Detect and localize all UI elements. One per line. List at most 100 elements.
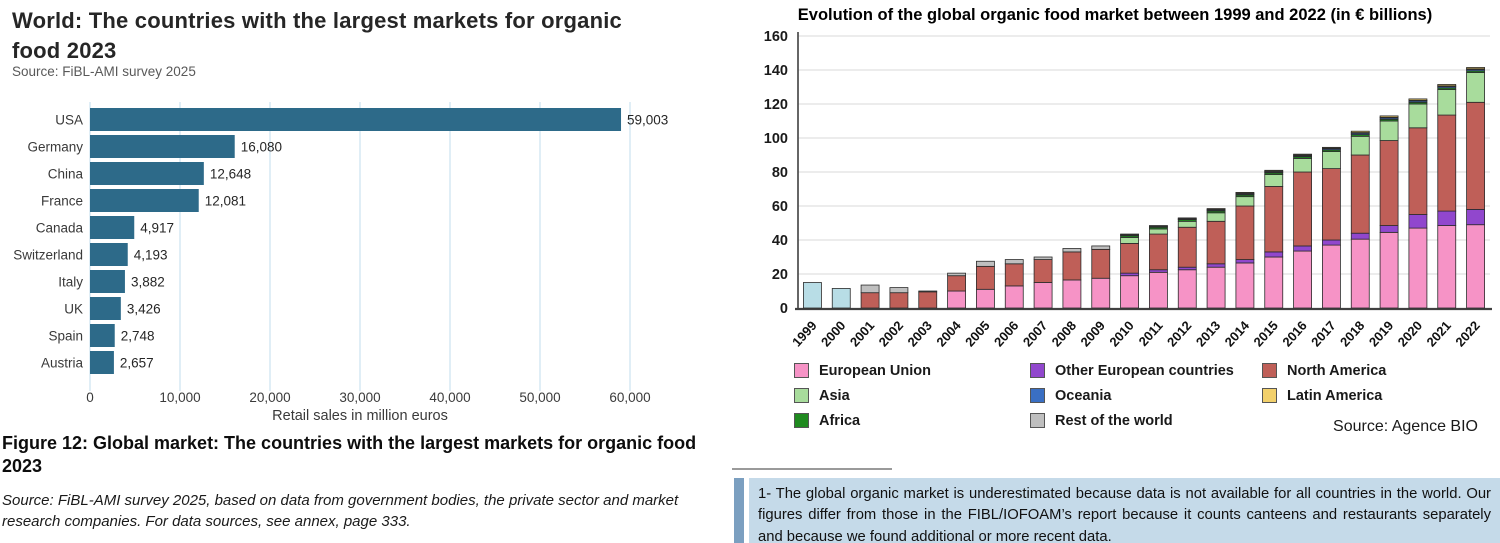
segment-2004: [947, 290, 966, 309]
value-label: 2,657: [120, 356, 154, 371]
x-tick-label: 1999: [789, 318, 819, 350]
left-chart-source: Source: FiBL-AMI survey 2025: [12, 64, 196, 79]
value-label: 4,193: [134, 248, 168, 263]
x-tick-label: 2012: [1164, 318, 1194, 350]
segment-2014: [1235, 196, 1255, 207]
y-tick-label: 20: [772, 267, 788, 283]
value-label: 12,081: [205, 194, 246, 209]
value-label: 3,882: [131, 275, 165, 290]
value-label: 16,080: [241, 140, 282, 155]
legend-label: European Union: [819, 362, 931, 379]
x-tick-label: 2020: [1395, 318, 1425, 350]
figure-caption: Figure 12: Global market: The countries …: [2, 433, 697, 477]
segment-2019: [1379, 140, 1399, 226]
segment-2008: [1062, 248, 1082, 253]
segment-2014: [1235, 205, 1255, 260]
segment-1999: [803, 282, 822, 309]
segment-2005: [976, 265, 995, 290]
legend-label: Oceania: [1055, 387, 1112, 404]
segment-2016: [1293, 157, 1312, 173]
segment-2009: [1091, 277, 1111, 309]
segment-2009: [1091, 248, 1111, 279]
x-tick-label: 2018: [1337, 318, 1367, 350]
bar-switzerland: [90, 243, 128, 266]
legend-item: North America: [1262, 358, 1386, 383]
segment-2022: [1466, 67, 1485, 70]
segment-2016: [1293, 153, 1312, 156]
x-tick-label: 20,000: [249, 390, 290, 405]
segment-2013: [1206, 212, 1226, 222]
x-tick-label: 2009: [1077, 318, 1107, 350]
legend-item: Latin America: [1262, 383, 1386, 408]
largest-markets-bar-chart: 0 10,000 20,000 30,000 40,000 50,000 60,000 USA…: [13, 102, 668, 424]
y-tick-label: 160: [764, 29, 788, 45]
legend-label: Other European countries: [1055, 362, 1234, 379]
category-label: Spain: [48, 329, 83, 344]
x-tick-label: 40,000: [429, 390, 470, 405]
x-tick-label: 2013: [1193, 318, 1223, 350]
category-label: Switzerland: [13, 248, 83, 263]
segment-2021: [1437, 114, 1457, 212]
y-tick-label: 0: [780, 301, 788, 317]
segment-2016: [1293, 245, 1312, 252]
legend-item: Africa: [794, 408, 931, 433]
value-label: 12,648: [210, 167, 251, 182]
value-label: 2,748: [121, 329, 155, 344]
legend-item: Oceania: [1030, 383, 1234, 408]
segment-2010: [1120, 237, 1139, 244]
right-chart-title: Evolution of the global organic food mar…: [797, 6, 1433, 24]
segment-2018: [1350, 232, 1370, 240]
segment-2021: [1437, 210, 1457, 226]
legend-item: Other European countries: [1030, 358, 1234, 383]
legend-swatch: [1262, 388, 1277, 403]
largest-markets-panel: World: The countries with the largest ma…: [0, 0, 730, 543]
segment-2019: [1379, 225, 1399, 233]
x-tick-label: 2007: [1020, 318, 1050, 350]
legend-swatch: [794, 413, 809, 428]
segment-2016: [1293, 250, 1312, 309]
segment-2018: [1350, 135, 1370, 156]
segment-2017: [1322, 239, 1341, 246]
bar-austria: [90, 351, 114, 374]
legend-swatch: [1030, 413, 1045, 428]
chart-legend: European Union Asia Africa Other European c…: [730, 358, 1500, 438]
footnote-text: 1- The global organic market is underest…: [749, 478, 1500, 543]
segment-2014: [1235, 259, 1255, 264]
segment-2015: [1264, 169, 1284, 172]
segment-2010: [1120, 275, 1139, 309]
segment-2018: [1350, 130, 1370, 133]
segment-2008: [1062, 279, 1082, 309]
evolution-stacked-bar-chart: 0204060801001201401601999200020012002200…: [764, 29, 1492, 350]
left-chart-title: World: The countries with the largest ma…: [12, 8, 622, 63]
x-tick-label: 2008: [1049, 318, 1079, 350]
segment-2004: [947, 272, 966, 277]
segment-2015: [1264, 174, 1284, 187]
x-tick-label: 2010: [1106, 318, 1136, 350]
bar-usa: [90, 108, 622, 131]
segment-2008: [1062, 251, 1082, 281]
x-tick-label: 2005: [962, 318, 992, 350]
legend-label: Latin America: [1287, 387, 1383, 404]
segment-2001: [860, 284, 880, 294]
segment-2022: [1466, 72, 1485, 103]
category-label: UK: [64, 302, 83, 317]
segment-2021: [1437, 225, 1457, 309]
bar-italy: [90, 270, 125, 293]
segment-2012: [1177, 220, 1197, 228]
x-tick-label: 60,000: [609, 390, 650, 405]
segment-2013: [1206, 263, 1226, 268]
x-tick-label: 30,000: [339, 390, 380, 405]
segment-2000: [831, 288, 851, 309]
segment-2012: [1177, 226, 1197, 268]
x-tick-label: 0: [86, 390, 94, 405]
segment-2022: [1466, 208, 1485, 226]
x-tick-label: 2002: [876, 318, 906, 350]
legend-label: Asia: [819, 387, 850, 404]
y-tick-label: 60: [772, 199, 788, 215]
segment-2019: [1379, 120, 1399, 141]
legend-item: Asia: [794, 383, 931, 408]
segment-2005: [976, 288, 995, 309]
segment-2006: [1004, 285, 1024, 309]
segment-2018: [1350, 238, 1370, 309]
category-label: Germany: [27, 140, 83, 155]
